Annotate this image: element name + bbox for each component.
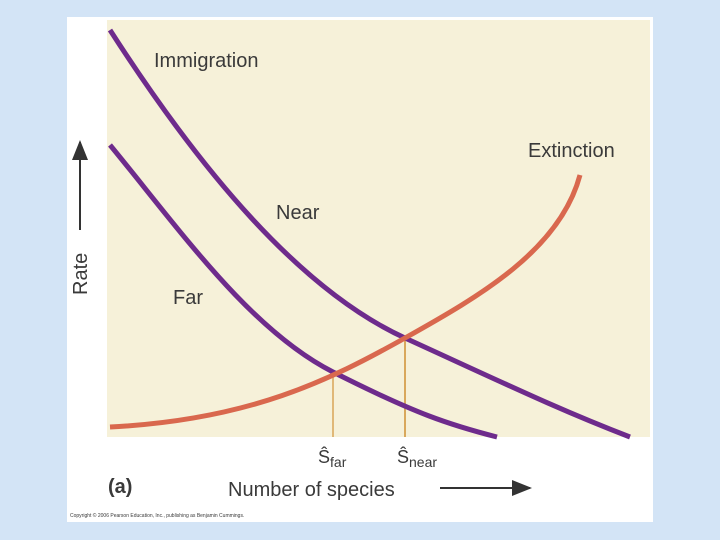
immigration-far-curve <box>108 143 498 440</box>
plot-area <box>107 20 650 437</box>
far-label: Far <box>173 287 203 309</box>
panel-label: (a) <box>108 476 132 498</box>
near-label: Near <box>276 202 320 224</box>
copyright: Copyright © 2006 Pearson Education, Inc.… <box>70 512 244 519</box>
s-near-label: Ŝnear <box>397 446 437 470</box>
extinction-curve <box>109 174 583 430</box>
symbol: Ŝ <box>318 446 330 467</box>
s-far-label: Ŝfar <box>318 446 347 470</box>
immigration-label: Immigration <box>154 50 258 72</box>
y-axis-label: Rate <box>70 253 92 295</box>
x-axis-label: Number of species <box>228 479 395 501</box>
extinction-label: Extinction <box>528 140 615 162</box>
symbol: Ŝ <box>397 446 409 467</box>
subscript: near <box>409 454 437 470</box>
subscript: far <box>330 454 347 470</box>
immigration-near-curve <box>107 28 631 440</box>
